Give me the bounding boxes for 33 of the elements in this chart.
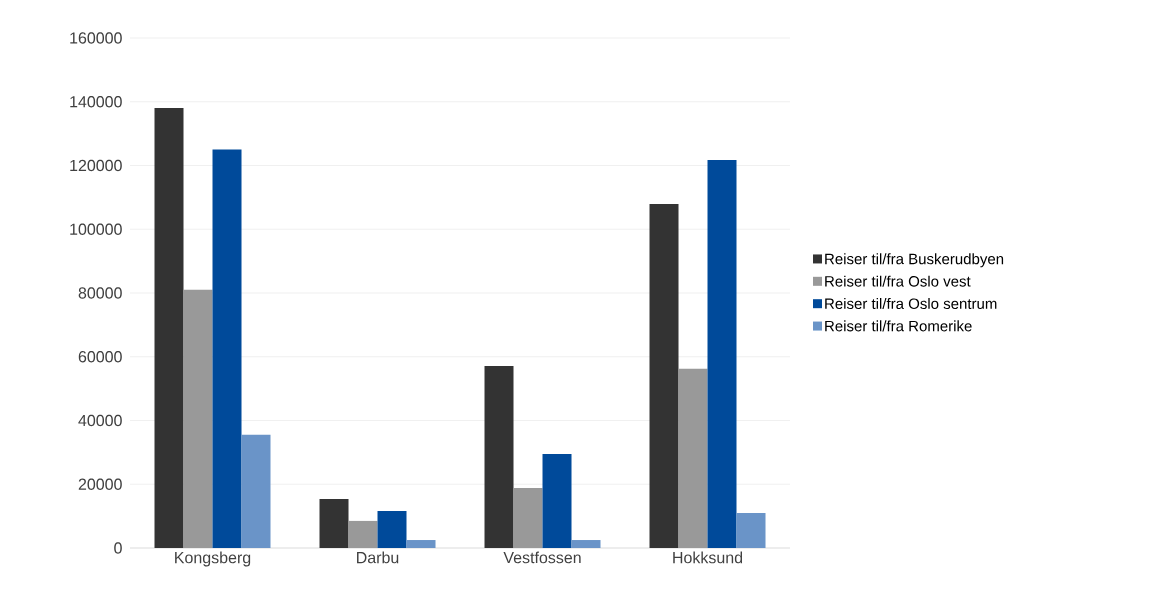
legend-label: Reiser til/fra Buskerudbyen	[825, 253, 1004, 268]
legend-label: Reiser til/fra Oslo vest	[825, 275, 971, 287]
y-tick-label: 120000	[70, 159, 122, 172]
bar	[678, 368, 708, 548]
x-tick-label: Darbu	[357, 551, 399, 564]
y-tick-label: 20000	[78, 478, 122, 490]
legend-label: Reiser til/fra Oslo sentrum	[825, 298, 997, 310]
x-tick-label: Kongsberg	[175, 551, 251, 567]
y-tick-label: 160000	[70, 32, 122, 44]
bar	[319, 498, 349, 548]
y-tick-label: 40000	[78, 414, 122, 427]
legend-label: Reiser til/fra Romerike	[825, 320, 972, 332]
y-tick-label: 60000	[78, 351, 122, 363]
bar	[406, 540, 436, 548]
bar	[513, 488, 543, 548]
bar	[571, 540, 601, 548]
bar	[649, 204, 679, 548]
y-tick-label: 80000	[78, 287, 122, 299]
bar	[154, 108, 184, 548]
bar	[377, 511, 407, 548]
y-tick-label: 0	[114, 542, 122, 554]
x-tick-label: Hokksund	[673, 551, 743, 564]
bar	[484, 365, 514, 548]
x-tick-label: Vestfossen	[503, 551, 581, 564]
bar	[736, 512, 766, 548]
bar	[348, 520, 378, 548]
bar	[241, 434, 271, 548]
bar	[542, 453, 572, 548]
bar	[183, 289, 213, 548]
y-tick-label: 100000	[70, 223, 122, 235]
bar	[707, 160, 737, 548]
bar	[212, 149, 242, 548]
y-tick-label: 140000	[70, 96, 122, 108]
